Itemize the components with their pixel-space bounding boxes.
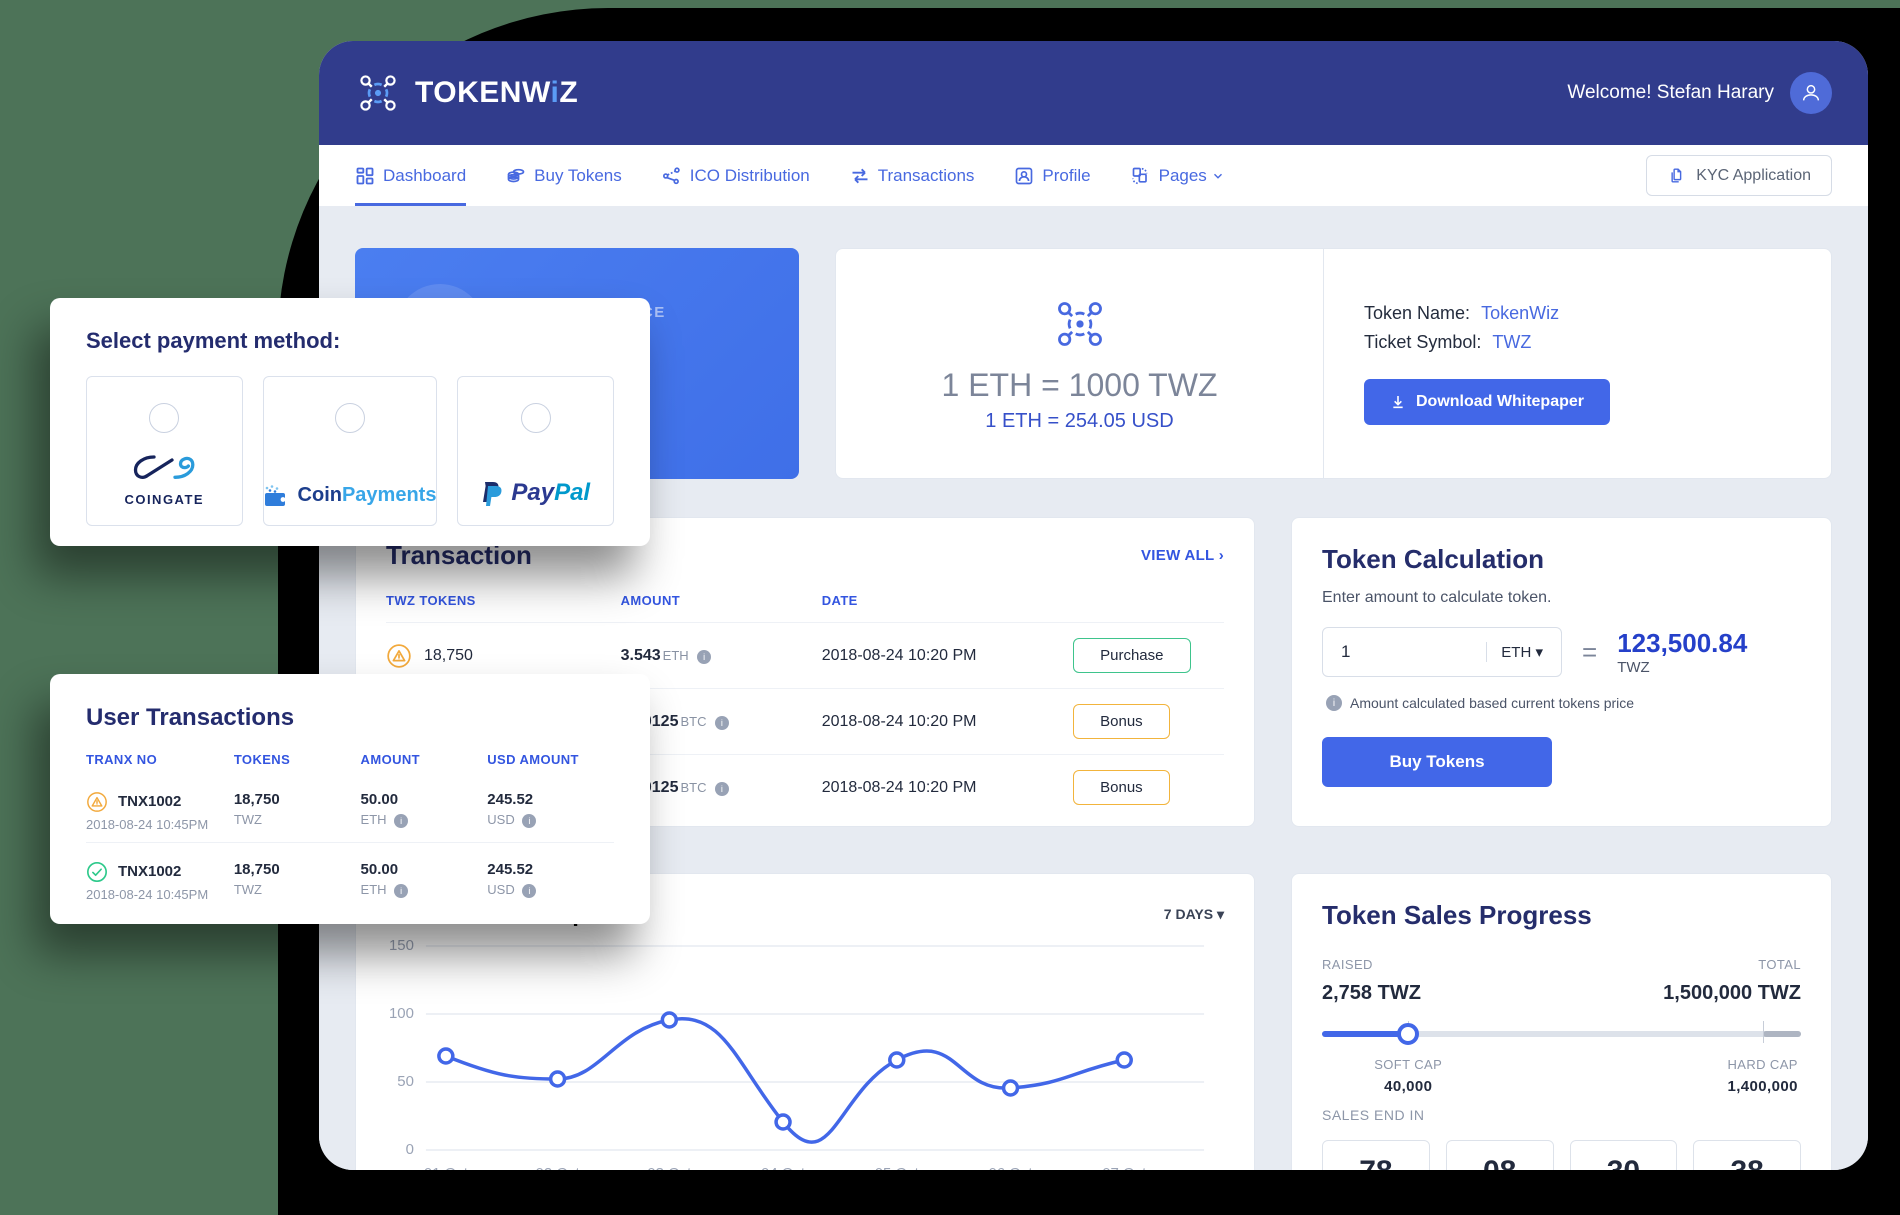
svg-text:06 Oct: 06 Oct xyxy=(988,1165,1033,1170)
svg-text:03 Oct: 03 Oct xyxy=(647,1165,692,1170)
svg-text:01 Oct: 01 Oct xyxy=(424,1165,469,1170)
svg-text:02 Oct: 02 Oct xyxy=(536,1165,581,1170)
svg-text:04 Oct: 04 Oct xyxy=(761,1165,806,1170)
svg-text:0: 0 xyxy=(406,1141,414,1158)
svg-text:50: 50 xyxy=(397,1073,414,1090)
svg-text:100: 100 xyxy=(389,1005,414,1022)
svg-text:150: 150 xyxy=(389,938,414,954)
svg-text:05 Oct: 05 Oct xyxy=(875,1165,920,1170)
svg-text:07 Oct: 07 Oct xyxy=(1102,1165,1147,1170)
